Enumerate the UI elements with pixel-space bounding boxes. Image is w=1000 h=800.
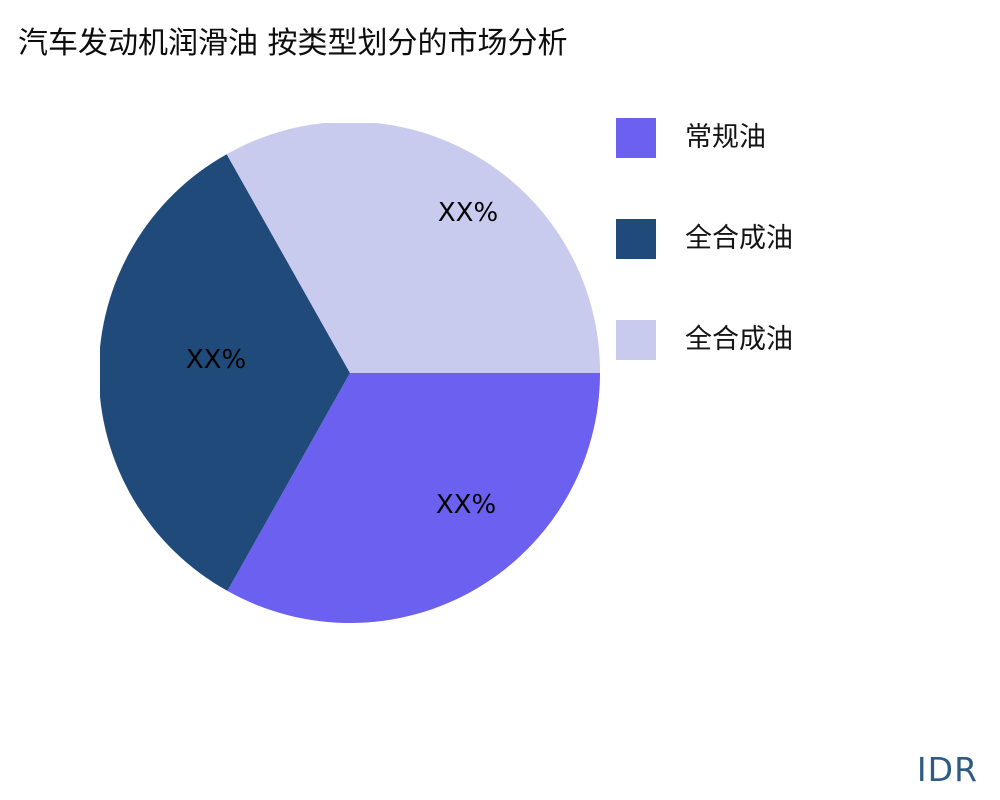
- pie-slice-label-conventional: XX%: [435, 490, 497, 520]
- legend-item-fullsynthetic-b[interactable]: 全合成油: [616, 320, 956, 360]
- idr-watermark: IDR: [916, 750, 978, 789]
- pie-chart: XX% XX% XX%: [100, 123, 600, 623]
- legend-item-fullsynthetic-a[interactable]: 全合成油: [616, 219, 956, 259]
- legend-label-fullsynthetic-b: 全合成油: [685, 324, 793, 355]
- legend-swatch-conventional: [616, 118, 656, 158]
- pie-slice-fullsynthetic-b[interactable]: [226, 123, 600, 373]
- legend-swatch-fullsynthetic-b: [616, 320, 656, 360]
- pie-slice-label-fullsynthetic-a: XX%: [185, 345, 247, 375]
- pie-slice-fullsynthetic-a[interactable]: [100, 154, 350, 591]
- pie-chart-svg: [100, 123, 600, 623]
- page-title: 汽车发动机润滑油 按类型划分的市场分析: [18, 26, 568, 61]
- legend-label-fullsynthetic-a: 全合成油: [685, 223, 793, 254]
- pie-slice-label-fullsynthetic-b: XX%: [437, 198, 499, 228]
- legend-label-conventional: 常规油: [685, 122, 766, 153]
- legend: 常规油 全合成油 全合成油: [616, 118, 956, 360]
- legend-swatch-fullsynthetic-a: [616, 219, 656, 259]
- pie-slice-conventional[interactable]: [227, 373, 600, 623]
- legend-item-conventional[interactable]: 常规油: [616, 118, 956, 158]
